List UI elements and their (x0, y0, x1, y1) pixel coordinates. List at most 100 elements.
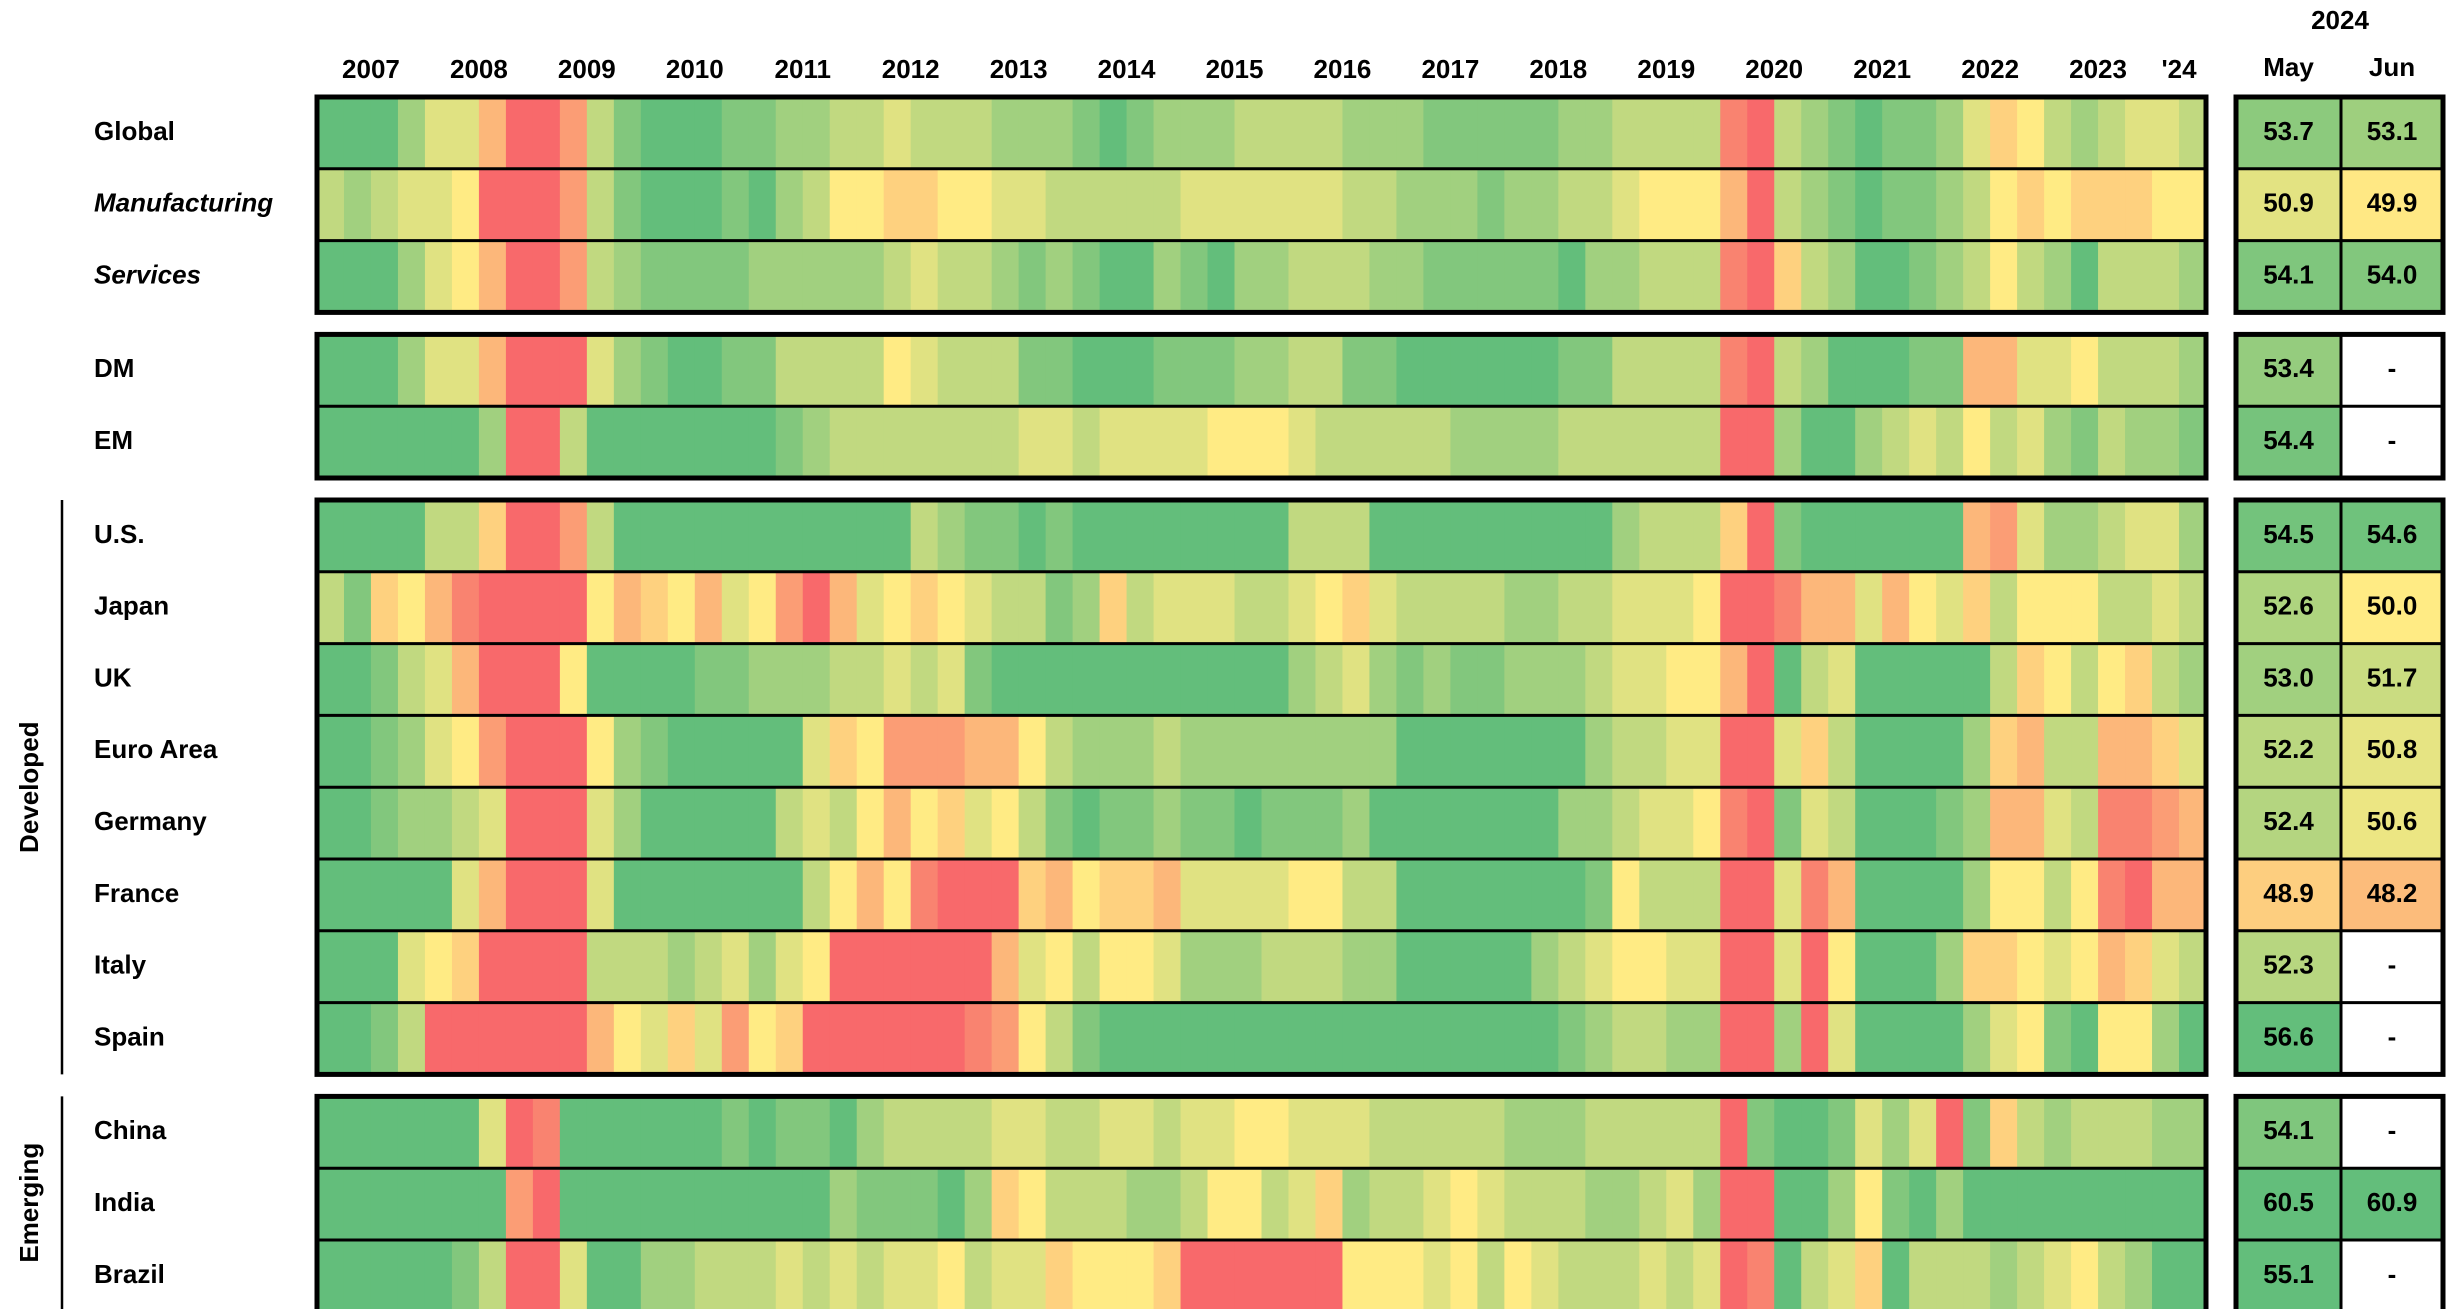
heat-cell (1450, 787, 1478, 859)
heat-cell (883, 1240, 912, 1309)
heat-cell (1504, 168, 1532, 241)
heat-cell (2017, 240, 2045, 313)
heat-cell (2098, 1168, 2126, 1240)
heat-cell (937, 787, 966, 859)
heat-cell (991, 1168, 1020, 1240)
heat-cell (829, 571, 858, 644)
heat-cell (1045, 787, 1074, 859)
heat-cell (1099, 1002, 1128, 1075)
side-value: 53.0 (2263, 662, 2314, 692)
heat-cell (964, 930, 993, 1003)
heat-cell (1909, 859, 1937, 931)
heat-cell (1990, 97, 2018, 169)
heat-cell (397, 500, 426, 572)
heat-cell (1504, 1002, 1532, 1075)
heat-cell (317, 1096, 345, 1169)
heat-cell (1558, 500, 1586, 572)
heat-cell (2179, 859, 2207, 931)
block-outline (2233, 497, 2446, 1077)
heat-cell (1207, 859, 1236, 931)
heat-cell (1963, 168, 1991, 241)
heat-cell (1126, 787, 1155, 859)
heat-cell (343, 168, 372, 241)
heat-cell (721, 715, 750, 788)
heat-cell (802, 1096, 831, 1169)
heat-cell (343, 715, 372, 788)
heat-cell (1855, 643, 1883, 716)
heat-cell (1234, 1096, 1263, 1169)
side-cell (2236, 240, 2341, 313)
heat-cell (586, 859, 615, 931)
heat-cell (829, 643, 858, 716)
heat-cell (1585, 1168, 1613, 1240)
heat-cell (721, 643, 750, 716)
heat-cell (1828, 643, 1856, 716)
heat-cell (2044, 500, 2072, 572)
x-label: '24 (2161, 54, 2197, 84)
heat-cell (1369, 715, 1398, 788)
side-value: 49.9 (2367, 188, 2418, 218)
heat-cell (640, 787, 669, 859)
heat-cell (397, 571, 426, 644)
heat-cell (1450, 571, 1478, 644)
heat-cell (2044, 571, 2072, 644)
heat-cell (1963, 97, 1991, 169)
heat-cell (1423, 1240, 1451, 1309)
side-value: - (2388, 1115, 2397, 1145)
heat-cell (1207, 1096, 1236, 1169)
heat-cell (1018, 97, 1047, 169)
heat-cell (1288, 1002, 1317, 1075)
heat-cell (964, 334, 993, 407)
heat-cell (1855, 571, 1883, 644)
heat-cell (1774, 240, 1802, 313)
heat-cell (964, 500, 993, 572)
heat-cell (1396, 240, 1425, 313)
heat-cell (1801, 930, 1829, 1003)
heat-cell (1639, 1240, 1667, 1309)
heat-cell (640, 643, 669, 716)
heat-cell (937, 715, 966, 788)
heat-cell (775, 240, 804, 313)
heat-cell (910, 168, 939, 241)
side-cell (2236, 715, 2341, 788)
heat-cell (1153, 240, 1182, 313)
heat-cell (1990, 406, 2018, 478)
heat-cell (910, 1002, 939, 1075)
heat-cell (1180, 859, 1209, 931)
heat-cell (1801, 500, 1829, 572)
heat-cell (1477, 406, 1505, 478)
heat-cell (532, 1240, 561, 1309)
heat-cell (1558, 406, 1586, 478)
heat-cell (343, 930, 372, 1003)
heat-cell (1045, 930, 1074, 1003)
heat-cell (317, 406, 345, 478)
heat-cell (2017, 571, 2045, 644)
heat-cell (2044, 334, 2072, 407)
heat-cell (1693, 1168, 1721, 1240)
heat-cell (424, 97, 453, 169)
heat-cell (1045, 1240, 1074, 1309)
heat-cell (1153, 1240, 1182, 1309)
heat-cell (1450, 97, 1478, 169)
heat-cell (397, 1168, 426, 1240)
heat-cell (1585, 930, 1613, 1003)
heat-cell (1828, 1168, 1856, 1240)
heat-cell (883, 97, 912, 169)
heat-cell (1342, 1168, 1371, 1240)
heat-cell (2071, 334, 2099, 407)
heat-cell (2017, 500, 2045, 572)
heat-cell (856, 406, 885, 478)
heat-cell (1639, 571, 1667, 644)
heat-cell (775, 859, 804, 931)
heat-cell (1072, 334, 1101, 407)
heat-cell (856, 1096, 885, 1169)
heat-cell (1315, 787, 1344, 859)
heat-cell (1936, 787, 1964, 859)
heat-cell (1666, 643, 1694, 716)
heat-cell (2017, 715, 2045, 788)
heat-cell (397, 930, 426, 1003)
heat-cell (1423, 406, 1451, 478)
heat-cell (1693, 643, 1721, 716)
side-cell (2236, 406, 2341, 478)
